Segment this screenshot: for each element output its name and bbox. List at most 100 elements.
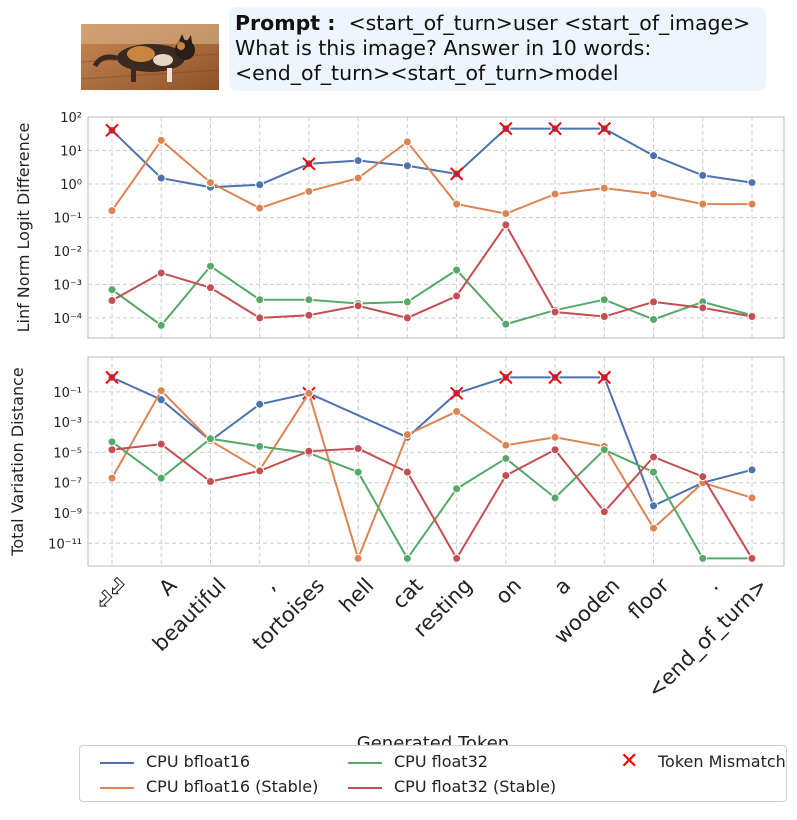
mismatch-marker <box>499 370 513 385</box>
data-point <box>402 297 412 307</box>
mismatch-marker <box>105 123 119 138</box>
x-tick-label: a <box>549 573 575 599</box>
y-tick-label: 10⁻⁷ <box>53 477 82 492</box>
data-point <box>156 386 166 396</box>
data-point <box>550 189 560 199</box>
series-line <box>111 264 753 327</box>
data-point <box>747 553 757 563</box>
data-point <box>107 296 117 306</box>
legend-line-swatch <box>100 787 134 789</box>
data-point <box>156 320 166 330</box>
legend-item-label: Token Mismatch <box>658 752 786 771</box>
data-point <box>550 307 560 317</box>
y-axis-label: Total Variation Distance <box>8 367 27 556</box>
series-line <box>111 388 753 562</box>
x-tick-label: ⏎⏎ <box>90 573 132 615</box>
data-point <box>698 472 708 482</box>
y-tick-label: 10⁻² <box>53 245 82 260</box>
y-tick-label: 10⁻¹ <box>53 211 82 226</box>
legend-line-swatch <box>100 762 134 764</box>
y-tick-label: 10⁻¹ <box>53 386 82 401</box>
data-point <box>156 173 166 183</box>
y-tick-label: 10⁻¹¹ <box>48 537 82 552</box>
y-tick-label: 10⁻⁹ <box>53 507 82 522</box>
data-point <box>452 199 462 209</box>
data-point <box>402 313 412 323</box>
data-point <box>255 203 265 213</box>
data-point <box>599 295 609 305</box>
data-point <box>304 186 314 196</box>
data-point <box>402 161 412 171</box>
data-point <box>402 553 412 563</box>
data-point <box>649 297 659 307</box>
data-point <box>353 467 363 477</box>
y-tick-label: 10⁻⁵ <box>53 446 82 461</box>
x-tick-label: hell <box>335 573 379 617</box>
data-point <box>649 467 659 477</box>
y-tick-label: 10¹ <box>60 144 82 159</box>
legend-line-swatch <box>348 762 382 764</box>
chart-area: 10² 10¹ 10⁰ 10⁻¹ 10⁻² 10⁻³ 10⁻⁴ Linf Norm Logit… <box>8 111 785 745</box>
data-point <box>452 553 462 563</box>
y-tick-label: 10⁻⁴ <box>53 312 82 327</box>
legend-item-label: CPU bfloat16 <box>146 752 251 771</box>
data-point <box>156 473 166 483</box>
data-point <box>205 178 215 188</box>
y-tick-label: 10⁰ <box>60 178 82 193</box>
series-line <box>111 138 752 215</box>
x-tick-label: floor <box>623 573 674 624</box>
series-line <box>111 437 752 561</box>
data-point <box>107 437 117 447</box>
data-point <box>501 209 511 219</box>
data-point <box>599 507 609 517</box>
data-point <box>255 295 265 305</box>
data-point <box>698 199 708 209</box>
data-point <box>255 399 265 409</box>
data-point <box>599 445 609 455</box>
data-point <box>649 189 659 199</box>
x-tick-label: . <box>701 573 723 595</box>
data-point <box>402 137 412 147</box>
mismatch-marker <box>105 370 119 385</box>
data-point <box>550 432 560 442</box>
data-point <box>304 446 314 456</box>
data-point <box>353 444 363 454</box>
y-tick-label: 10⁻³ <box>53 416 82 431</box>
data-point <box>205 477 215 487</box>
prompt-box <box>229 7 766 91</box>
x-tick-label: cat <box>388 573 428 613</box>
series-line <box>111 223 753 319</box>
mismatch-marker <box>548 370 562 385</box>
panel-2: 10⁻¹ 10⁻³ 10⁻⁵ 10⁻⁷ 10⁻⁹ 10⁻¹¹ Total Variation… <box>8 356 785 567</box>
data-point <box>649 151 659 161</box>
data-point <box>501 440 511 450</box>
x-axis-label: Generated Token <box>357 733 509 745</box>
data-point <box>353 301 363 311</box>
data-point <box>599 312 609 322</box>
x-tick-label: on <box>491 573 526 608</box>
data-point <box>107 473 117 483</box>
data-point <box>156 268 166 278</box>
prompt-label: Prompt : <box>235 11 336 35</box>
data-point <box>747 178 757 188</box>
data-point <box>205 434 215 444</box>
data-point <box>501 319 511 329</box>
plot-frame <box>87 356 785 567</box>
data-point <box>255 441 265 451</box>
data-point <box>255 180 265 190</box>
data-point <box>698 170 708 180</box>
mismatch-marker <box>449 386 464 401</box>
x-tick-label: A <box>154 573 182 601</box>
legend: CPU bfloat16 CPU bfloat16 (Stable) CPU flo… <box>79 745 787 802</box>
legend-item-label: CPU float32 (Stable) <box>394 777 557 796</box>
data-point <box>156 135 166 145</box>
data-point <box>304 310 314 320</box>
data-point <box>156 439 166 449</box>
legend-item-label: CPU float32 <box>394 752 488 771</box>
x-tick-label: tortoises <box>248 573 330 655</box>
data-point <box>649 523 659 533</box>
data-point <box>107 445 117 455</box>
data-point <box>698 303 708 313</box>
plot-frame <box>87 116 785 339</box>
legend-x-icon: ✕ <box>620 749 639 774</box>
